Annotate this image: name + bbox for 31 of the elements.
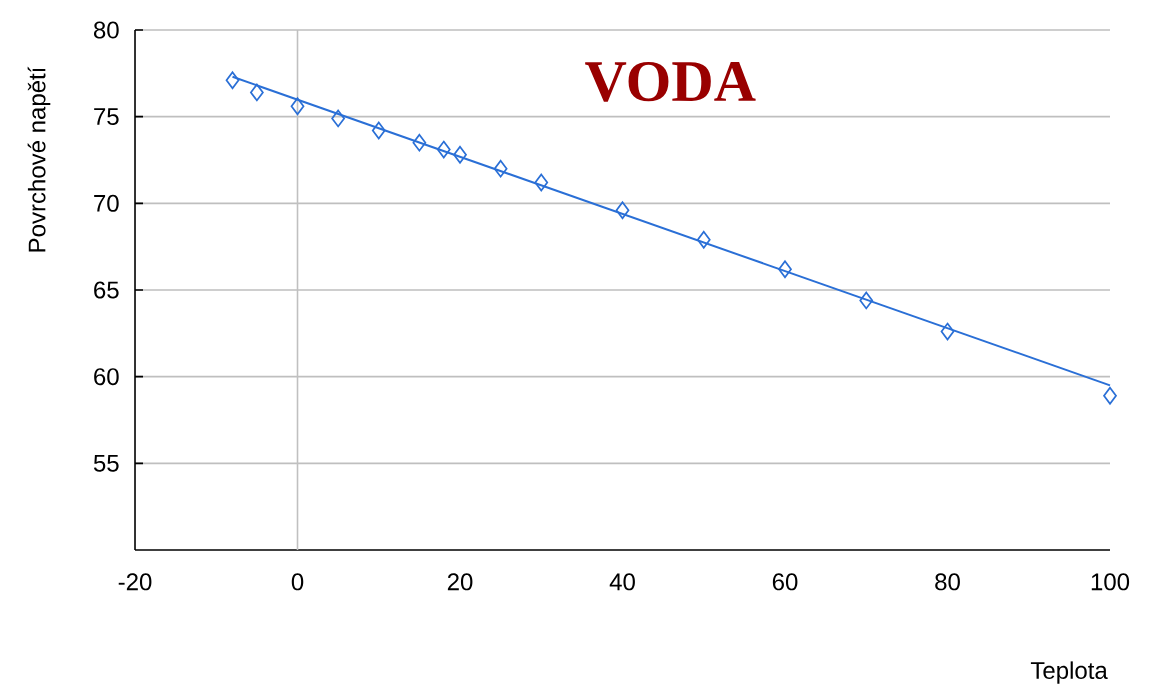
point <box>371 121 386 140</box>
x-tick-label: 20 <box>447 573 473 591</box>
x-tick-label: 0 <box>291 573 304 591</box>
y-tick-label: 75 <box>94 108 119 125</box>
point <box>859 291 874 310</box>
y-tick-label: 80 <box>93 21 119 39</box>
point <box>493 159 508 178</box>
x-tick-label: 80 <box>935 573 960 591</box>
x-tick-label: -20 <box>118 573 152 591</box>
point <box>534 173 549 192</box>
chart-title: VODA <box>585 61 756 102</box>
point <box>290 97 305 116</box>
y-tick-label: 70 <box>94 194 119 212</box>
point <box>225 71 240 90</box>
x-axis-title: Teplota <box>1030 661 1108 684</box>
point <box>940 322 955 341</box>
y-tick-label: 55 <box>93 454 119 472</box>
point <box>250 83 264 102</box>
point <box>615 201 630 220</box>
y-axis-title: Povrchové napětí <box>27 66 51 252</box>
x-tick-label: 60 <box>772 573 798 591</box>
y-tick-label: 60 <box>94 368 119 386</box>
point <box>412 133 427 152</box>
y-tick-label: 65 <box>94 281 119 299</box>
x-tick-label: 100 <box>1091 573 1130 591</box>
point <box>436 140 451 159</box>
point <box>696 230 711 249</box>
x-tick-label: 40 <box>609 573 635 591</box>
point <box>331 109 346 128</box>
point <box>778 260 792 278</box>
point <box>453 145 467 164</box>
